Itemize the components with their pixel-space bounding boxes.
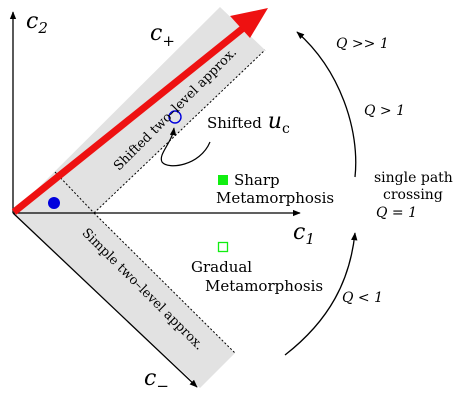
c-minus-label: c− xyxy=(144,366,169,395)
regime-arc-upper xyxy=(296,31,357,178)
gradual-label: Gradual xyxy=(191,258,252,276)
sharp-label-2: Metamorphosis xyxy=(216,189,334,207)
sharp-label: Sharp xyxy=(234,171,280,189)
lower-band xyxy=(13,213,235,388)
c-plus-arrowhead xyxy=(230,8,268,38)
lower-band-dotted xyxy=(93,212,236,354)
shifted-uc-pointer xyxy=(160,127,211,167)
upper-band-outer-dotted xyxy=(93,49,266,214)
gradual-marker xyxy=(217,241,229,253)
blue-dot xyxy=(48,197,60,209)
regime-arc-lower xyxy=(284,232,358,356)
c-plus-label: c+ xyxy=(150,21,175,50)
c-plus-arrow-shaft xyxy=(11,18,255,215)
single-path-label: single path xyxy=(374,170,453,186)
shifted-uc-circle xyxy=(168,110,182,124)
q-greater-label: Q > 1 xyxy=(364,103,405,119)
q-much-greater-label: Q >> 1 xyxy=(336,36,389,52)
c2-label: c2 xyxy=(26,9,48,37)
c-minus-axis xyxy=(12,212,198,388)
upper-band-inner-dotted xyxy=(54,171,95,214)
sharp-marker xyxy=(218,175,228,185)
q-equal-label: Q = 1 xyxy=(376,205,417,221)
gradual-label-2: Metamorphosis xyxy=(205,277,323,295)
shifted-uc-label: Shifted uc xyxy=(207,109,290,137)
crossing-label: crossing xyxy=(383,187,443,203)
c1-label: c1 xyxy=(293,220,315,248)
q-less-label: Q < 1 xyxy=(342,290,383,306)
